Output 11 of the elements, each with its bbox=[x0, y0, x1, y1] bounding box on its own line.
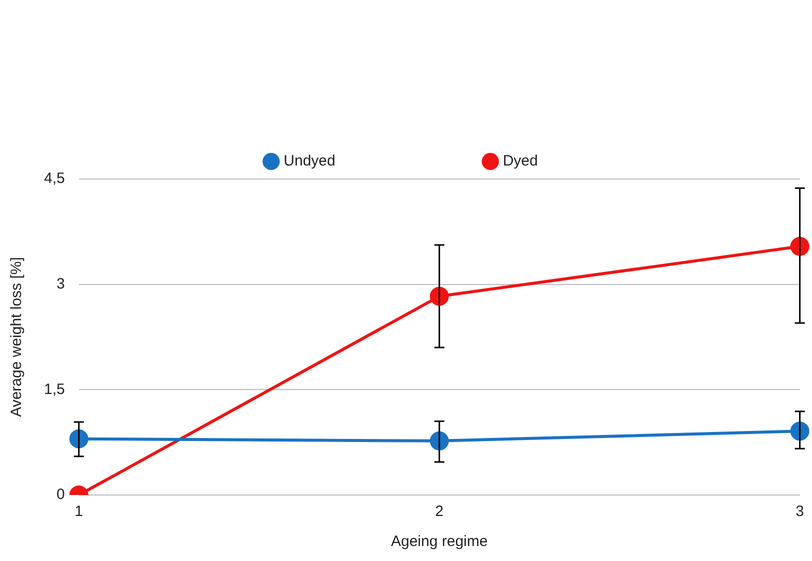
x-tick-label: 2 bbox=[435, 503, 444, 520]
legend-label: Dyed bbox=[502, 152, 538, 170]
x-tick-label: 1 bbox=[74, 503, 84, 520]
legend-label: Undyed bbox=[284, 152, 336, 170]
y-axis-title: Average weight loss [%] bbox=[8, 257, 26, 417]
y-tick-label: 1,5 bbox=[44, 380, 65, 398]
x-axis-title: Ageing regime bbox=[390, 533, 488, 550]
y-tick-label: 4,5 bbox=[44, 170, 65, 188]
y-tick-label: 3 bbox=[56, 275, 65, 292]
x-tick-label: 3 bbox=[796, 503, 804, 520]
y-tick-label: 0 bbox=[56, 486, 65, 504]
